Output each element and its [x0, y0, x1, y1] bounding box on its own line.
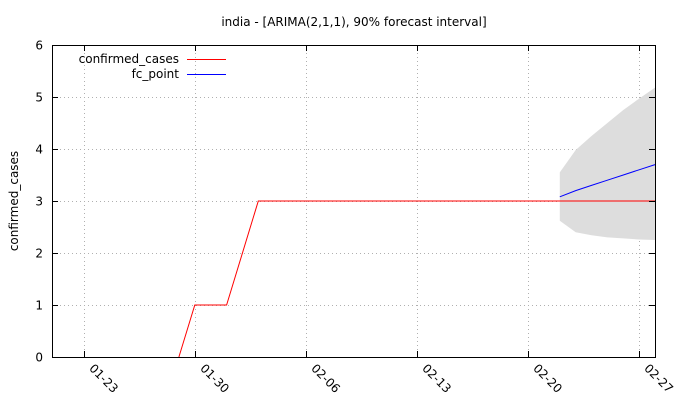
y-tick-label: 5	[35, 91, 43, 105]
chart-title: india - [ARIMA(2,1,1), 90% forecast inte…	[221, 15, 486, 29]
legend-label: confirmed_cases	[79, 52, 179, 66]
y-tick-label: 0	[35, 351, 43, 365]
series-line-confirmed-cases	[178, 200, 655, 358]
y-axis-label: confirmed_cases	[7, 151, 21, 251]
series-line-fc-point	[559, 164, 656, 198]
x-tick-label: 01-23	[86, 361, 121, 396]
y-tick-label: 4	[35, 143, 43, 157]
x-tick-label: 01-30	[197, 361, 232, 396]
y-tick-label: 3	[35, 195, 43, 209]
forecast-interval-area	[559, 87, 655, 240]
forecast-interval-band	[559, 87, 655, 240]
x-tick-label: 02-27	[641, 361, 676, 396]
x-tick-label: 02-06	[308, 361, 343, 396]
y-tick-label: 6	[35, 39, 43, 53]
x-tick-label: 02-13	[419, 361, 454, 396]
legend-label: fc_point	[132, 67, 180, 81]
x-tick-label: 02-20	[530, 361, 565, 396]
y-tick-label: 1	[35, 299, 43, 313]
series	[178, 164, 656, 358]
y-tick-label: 2	[35, 247, 43, 261]
